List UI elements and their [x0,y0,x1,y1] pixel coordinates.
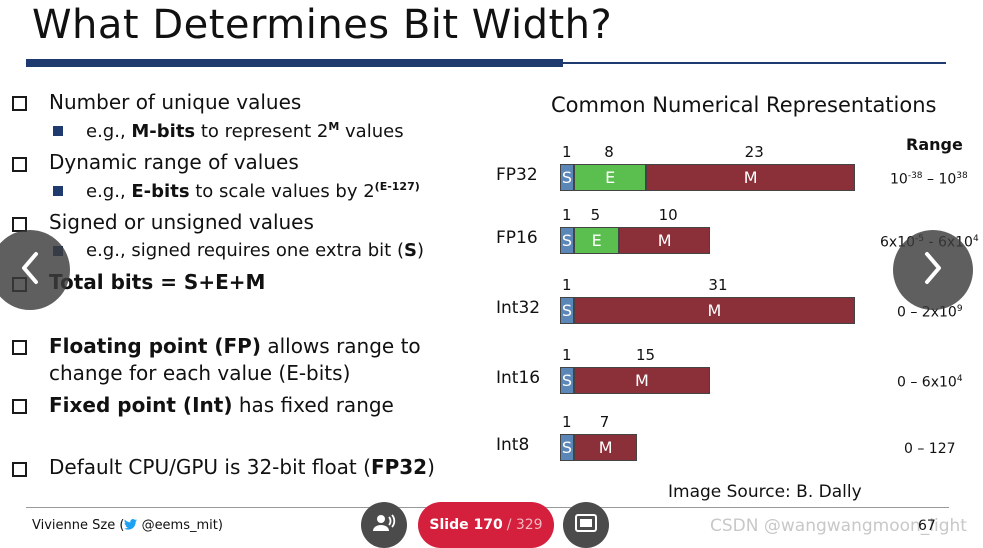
slide-counter-button[interactable]: Slide 170/ 329 [418,502,554,548]
row-label-int32: Int32 [496,298,541,318]
sub-bullet-ebits: e.g., E-bits to scale values by 2(E-127) [86,180,420,202]
range-value-fp32: 10-38 – 1038 [890,171,968,188]
segment-s: S [560,367,574,394]
segment-m: M [619,227,710,254]
slide-total: / 329 [506,517,543,533]
chevron-left-icon [15,250,45,290]
bullet-unique-values: Number of unique values [49,90,302,114]
bit-count-s: 1 [562,346,572,364]
present-button[interactable] [563,502,609,548]
chart-title: Common Numerical Representations [551,93,937,117]
sub-bullet-mbits: e.g., M-bits to represent 2M values [86,120,404,142]
row-label-fp32: FP32 [496,165,538,185]
previous-slide-button[interactable] [0,230,70,310]
sub-bullet-square [53,126,63,136]
segment-s: S [560,164,574,191]
bit-count-m: 10 [658,206,678,224]
bit-count-s: 1 [562,413,572,431]
bit-count-m: 7 [599,413,610,431]
title-underline-thin [563,62,946,64]
author-credit: Vivienne Sze ( @eems_mit) [32,518,223,533]
segment-m: M [646,164,855,191]
range-header: Range [906,135,963,154]
bit-count-m: 23 [744,143,764,161]
slide-current: Slide 170 [429,517,503,533]
sub-bullet-square [53,186,63,196]
row-label-int16: Int16 [496,368,541,388]
bullet-signed: Signed or unsigned values [49,210,314,234]
bullet-total-bits: Total bits = S+E+M [49,270,266,294]
segment-e: E [574,227,620,254]
row-label-fp16: FP16 [496,228,538,248]
chevron-right-icon [918,250,948,290]
segment-s: S [560,434,574,461]
bit-count-m: 31 [708,276,728,294]
row-label-int8: Int8 [496,435,530,455]
title-underline [26,59,563,67]
segment-s: S [560,297,574,324]
bit-count-s: 1 [562,143,572,161]
segment-m: M [574,297,855,324]
participants-button[interactable] [361,502,407,548]
watermark: CSDN @wangwangmoon_light [710,516,967,536]
bullet-floating-point: Floating point (FP) allows range to [49,334,421,358]
bullet-fixed-point: Fixed point (Int) has fixed range [49,393,394,417]
bullet-default-fp32: Default CPU/GPU is 32-bit float (FP32) [49,455,435,479]
slide-title: What Determines Bit Width? [32,2,613,48]
bit-count-e: 5 [590,206,601,224]
bullet-box [12,340,27,355]
segment-e: E [574,164,647,191]
segment-s: S [560,227,574,254]
bullet-floating-point-line2: change for each value (E-bits) [49,361,351,385]
sub-bullet-sign-bit: e.g., signed requires one extra bit (S) [86,240,424,261]
bullet-box [12,157,27,172]
bullet-dynamic-range: Dynamic range of values [49,150,299,174]
next-slide-button[interactable] [893,230,973,310]
bullet-box [12,462,27,477]
bit-count-m: 15 [635,346,656,364]
segment-m: M [574,434,638,461]
present-screen-icon [575,514,597,536]
people-icon [372,513,396,537]
range-value-int8: 0 – 127 [904,441,956,457]
twitter-bird-icon [124,518,138,533]
bit-count-s: 1 [562,206,572,224]
range-value-int16: 0 – 6x104 [897,374,963,391]
page-number: 67 [918,518,936,534]
bullet-box [12,399,27,414]
bit-count-e: 8 [604,143,614,161]
segment-m: M [574,367,710,394]
bullet-box [12,96,27,111]
bit-count-s: 1 [562,276,572,294]
image-source: Image Source: B. Dally [668,482,862,502]
